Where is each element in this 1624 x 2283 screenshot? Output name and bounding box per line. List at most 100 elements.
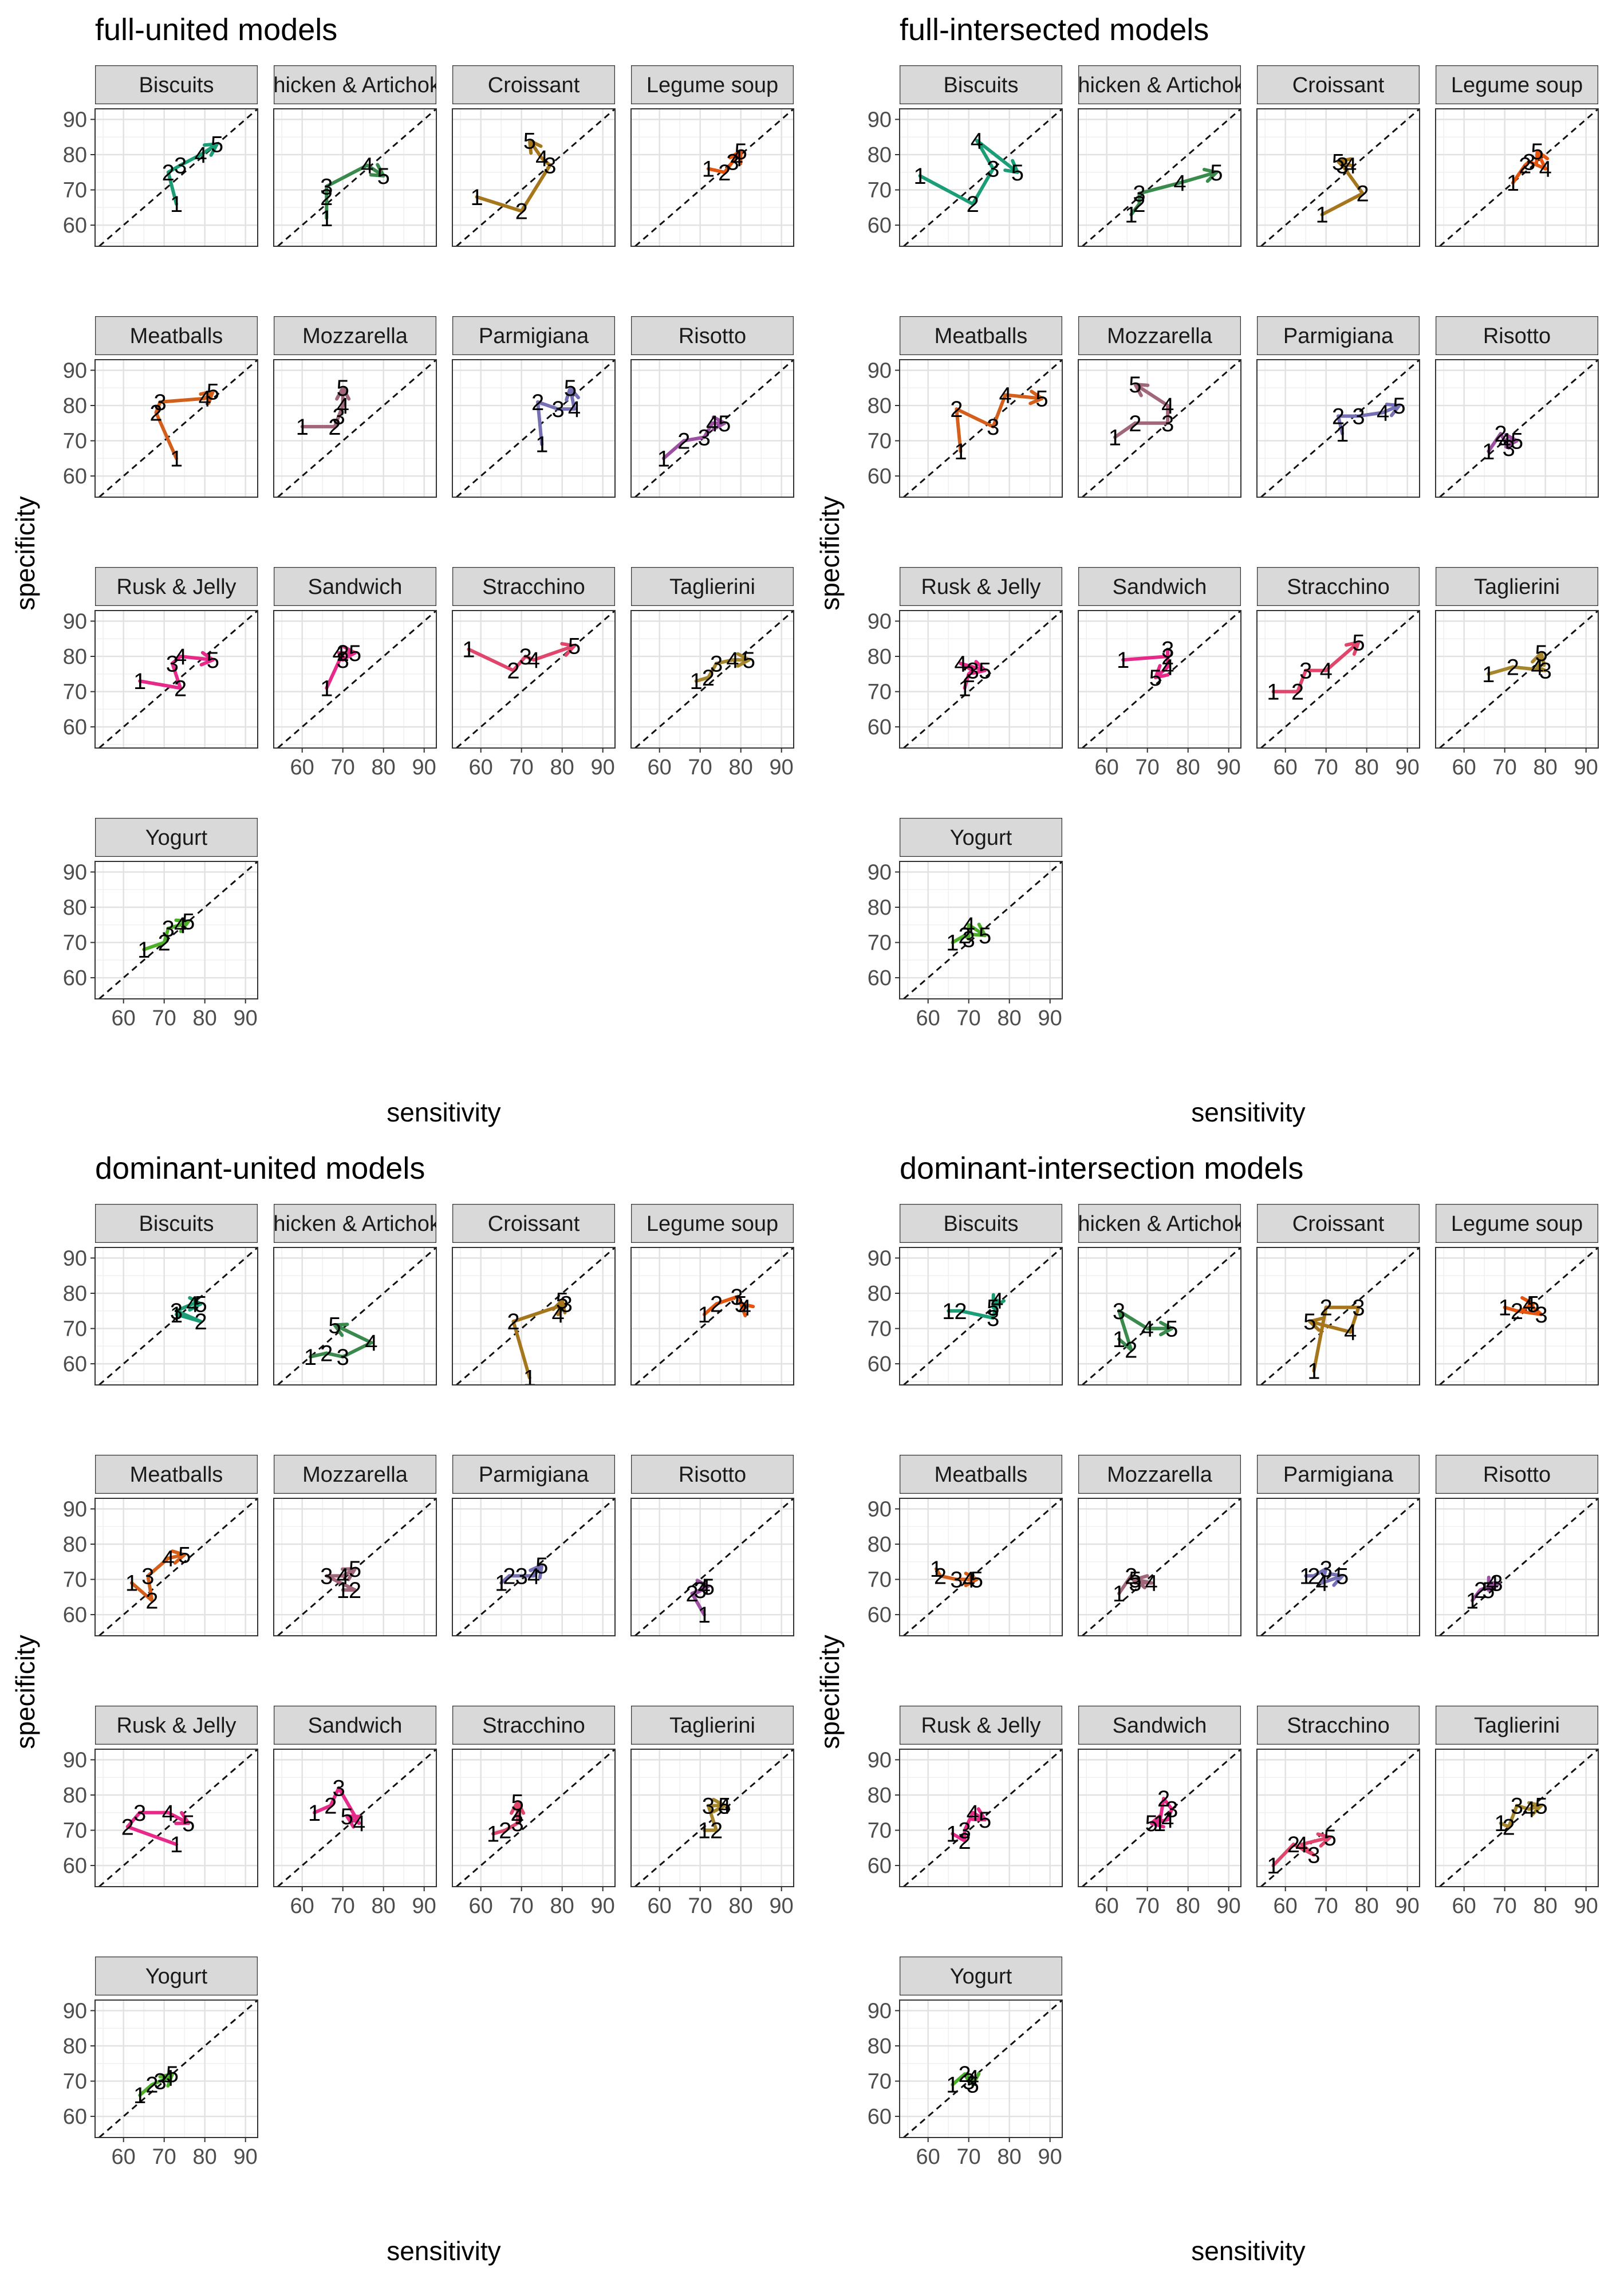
trajectory-arrowhead	[971, 660, 987, 675]
facet-strip-label: Taglierini	[1474, 1714, 1560, 1738]
facet-strip-label: Stracchino	[1287, 1714, 1390, 1738]
y-tick-label: 80	[868, 645, 892, 669]
trajectory-arrowhead	[1133, 1574, 1149, 1589]
point-label: 3	[153, 2069, 166, 2095]
point-label: 5	[511, 1790, 523, 1815]
gridlines	[452, 1247, 615, 1385]
facet-border	[899, 359, 1063, 498]
facet-strip: Biscuits	[95, 1204, 258, 1243]
point-label: 5	[523, 128, 536, 153]
facet-strip: Biscuits	[900, 1204, 1062, 1243]
x-tick-label: 90	[770, 755, 794, 780]
point-label: 4	[365, 1331, 377, 1356]
point-label: 1	[689, 669, 702, 694]
point-label: 2	[531, 390, 544, 415]
y-tick-label: 70	[63, 1568, 87, 1592]
gridlines	[631, 1749, 794, 1887]
facet-border	[452, 108, 616, 247]
point-label: 2	[954, 1299, 967, 1324]
facet-strip: Meatballs	[900, 316, 1062, 355]
facet-stracchino: Stracchino 1 234 5 60 70 80 90	[452, 567, 616, 780]
x-tick-label: 70	[510, 1894, 534, 1918]
trajectory-segment	[1487, 432, 1503, 453]
facet-strip: Rusk & Jelly	[900, 1706, 1062, 1745]
gridlines	[900, 360, 1062, 497]
trajectory-arrowhead	[739, 1302, 755, 1318]
y-tick-label: 60	[63, 1854, 87, 1878]
trajectory-segment	[536, 400, 544, 446]
facet-border	[94, 1749, 258, 1887]
point-label: 3	[337, 648, 349, 673]
facet-border	[1078, 1498, 1241, 1636]
gridlines	[900, 861, 1062, 999]
point-label: 2	[1125, 1337, 1137, 1363]
point-label: 2	[1125, 1564, 1137, 1589]
facet-strip-bg	[631, 1706, 794, 1745]
trajectory-segment	[325, 1351, 345, 1359]
reference-diagonal-line	[903, 360, 1062, 497]
y-tick-label: 80	[868, 1282, 892, 1306]
facet-strip: Mozzarella	[1078, 316, 1241, 355]
point-label: 1	[470, 185, 483, 210]
gridlines	[1257, 1498, 1420, 1636]
y-tick-label: 60	[63, 2105, 87, 2129]
facet-strip-label: Risotto	[1483, 1463, 1551, 1487]
x-tick-label: 60	[112, 2145, 136, 2169]
facet-strip-bg	[1436, 1455, 1598, 1494]
gridlines	[1436, 611, 1598, 748]
x-tick-label: 70	[957, 1006, 981, 1030]
trajectory-segment	[325, 1574, 357, 1592]
trajectory-segment	[1324, 640, 1361, 672]
facet-strip-bg	[1078, 316, 1241, 355]
point-label: 3	[332, 404, 345, 429]
facet-border	[452, 359, 616, 498]
facet-strip-label: Croissant	[488, 1212, 580, 1236]
reference-diagonal-line	[1260, 1749, 1420, 1887]
trajectory-arrowhead	[1527, 1801, 1543, 1816]
reference-diagonal-line	[1260, 611, 1420, 748]
facet-strip: Sandwich	[1078, 1706, 1241, 1745]
trajectory-segment	[179, 655, 215, 662]
point-label: 1	[170, 192, 183, 217]
facet-strip-label: Yogurt	[950, 1965, 1012, 1989]
facet-border	[1256, 1498, 1420, 1636]
point-label: 5	[1149, 666, 1162, 691]
point-label: 3	[1336, 153, 1349, 178]
point-label: 5	[1011, 160, 1024, 186]
reference-diagonal-line	[98, 611, 258, 748]
trajectory-segment	[568, 386, 576, 411]
point-label: 5	[207, 379, 219, 404]
y-tick-label: 70	[868, 680, 892, 704]
y-tick-label: 70	[868, 1317, 892, 1341]
point-label: 1	[137, 938, 150, 963]
facet-strip-bg	[900, 1957, 1062, 1995]
trajectory-segment	[959, 1309, 995, 1320]
facet-strip-label: Sandwich	[1113, 1714, 1207, 1738]
x-tick-label: 90	[1574, 755, 1598, 780]
point-label: 4	[1344, 153, 1357, 178]
point-label: 4	[971, 128, 983, 153]
point-label: 2	[1494, 422, 1507, 447]
gridlines	[900, 1247, 1062, 1385]
facet-border	[899, 1247, 1063, 1385]
facet-strip-label: Taglierini	[1474, 575, 1560, 599]
point-label: 3	[1161, 637, 1174, 663]
point-label: 5	[1336, 1564, 1349, 1589]
point-label: 3	[519, 644, 532, 670]
y-tick-label: 90	[868, 1246, 892, 1270]
trajectory-arrowhead	[971, 1807, 987, 1822]
reference-diagonal-line	[1439, 360, 1598, 497]
point-label: 3	[963, 2069, 975, 2095]
trajectory-segment	[939, 1574, 959, 1581]
